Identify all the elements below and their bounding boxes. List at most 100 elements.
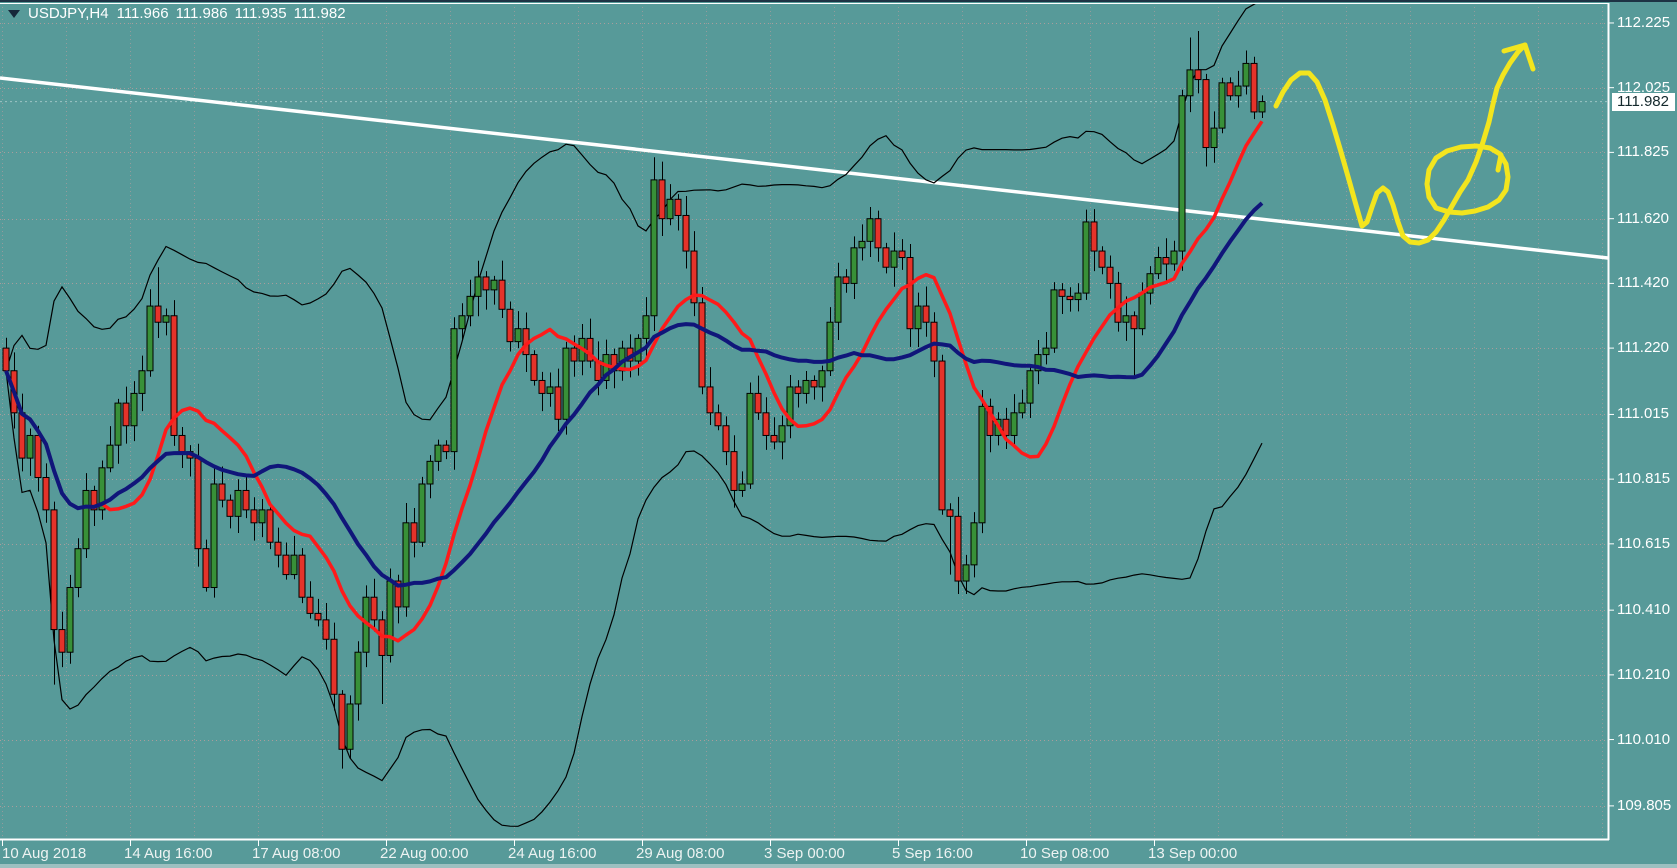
candle-bullish <box>746 392 754 485</box>
candle-bearish <box>938 360 946 511</box>
freehand-forecast-drawing[interactable] <box>1273 42 1536 246</box>
candle-bullish <box>26 434 34 459</box>
candle-bullish <box>114 402 122 446</box>
candle-bullish <box>418 483 426 543</box>
candle-bearish <box>530 354 538 381</box>
price-axis-label: 111.420 <box>1617 274 1669 292</box>
candle-bullish <box>1154 257 1162 275</box>
candle-bullish <box>1026 370 1034 404</box>
candle-bearish <box>1098 250 1106 268</box>
time-axis-label: 13 Sep 00:00 <box>1148 845 1238 862</box>
candle-bullish <box>258 509 266 524</box>
candle-bullish <box>1146 273 1154 294</box>
candle-bullish <box>1034 354 1042 372</box>
candle-bearish <box>1202 79 1210 149</box>
candle-bearish <box>1090 221 1098 252</box>
candle-bearish <box>794 386 802 394</box>
candle-bullish <box>818 370 826 388</box>
candle-bearish <box>1130 315 1138 330</box>
candle-bearish <box>274 541 282 556</box>
ma-fast-line <box>4 120 1264 643</box>
candle-bearish <box>394 580 402 608</box>
candle-bearish <box>682 214 690 252</box>
symbol-dropdown-icon[interactable] <box>8 9 20 18</box>
candle-bullish <box>834 276 842 323</box>
time-axis-label: 17 Aug 08:00 <box>252 845 341 862</box>
candle-bearish <box>266 509 274 543</box>
candle-bullish <box>290 554 298 576</box>
candle-bullish <box>1242 62 1250 87</box>
window-top-border <box>0 0 1677 2</box>
candle-bullish <box>1122 315 1130 323</box>
candle-bullish <box>98 467 106 511</box>
candle-bullish <box>514 328 522 343</box>
candle-bullish <box>962 564 970 582</box>
time-axis-label: 22 Aug 00:00 <box>380 845 469 862</box>
candle-bullish <box>914 305 922 330</box>
candle-bullish <box>1018 402 1026 414</box>
candle-bearish <box>338 693 346 750</box>
candle-bullish <box>74 548 82 589</box>
candle-bearish <box>922 305 930 323</box>
candle-bearish <box>122 402 130 427</box>
price-axis-label: 110.210 <box>1617 665 1671 683</box>
candle-bearish <box>882 247 890 268</box>
quote-open: 111.966 <box>116 5 169 22</box>
candle-bullish <box>826 321 834 372</box>
candle-bullish <box>82 489 90 550</box>
candle-bearish <box>906 257 914 330</box>
candle-bearish <box>410 522 418 543</box>
candle-bearish <box>322 619 330 640</box>
candle-bearish <box>706 386 714 414</box>
candle-bearish <box>50 509 58 631</box>
candle-bearish <box>226 499 234 517</box>
plot-area[interactable] <box>0 0 1608 840</box>
candle-bullish <box>450 328 458 453</box>
candle-bearish <box>154 305 162 323</box>
time-axis-label: 29 Aug 08:00 <box>636 845 725 862</box>
candle-bullish <box>386 580 394 656</box>
bollinger-lower-band <box>5 370 1263 827</box>
chart-frame <box>0 3 1614 846</box>
candle-bearish <box>2 347 10 372</box>
arrowhead-right <box>1522 42 1536 72</box>
candle-bullish <box>434 444 442 462</box>
trendline[interactable] <box>0 76 1608 260</box>
candle-bearish <box>1114 282 1122 323</box>
freehand-loop <box>1424 143 1511 216</box>
candle-bullish <box>650 179 658 317</box>
price-axis-label: 109.805 <box>1617 796 1672 814</box>
candle-bearish <box>1106 266 1114 284</box>
candle-bullish <box>66 587 74 653</box>
candle-bearish <box>874 218 882 249</box>
candle-bullish <box>866 218 874 242</box>
candle-bullish <box>1186 69 1194 97</box>
candle-bullish <box>106 444 114 469</box>
candle-bearish <box>570 347 578 362</box>
candle-bullish <box>666 198 674 220</box>
candle-bearish <box>482 276 490 291</box>
candle-bearish <box>90 489 98 511</box>
price-axis-label: 110.815 <box>1617 470 1671 488</box>
candle-bullish <box>738 483 746 491</box>
candle-bearish <box>178 434 186 453</box>
candle-bullish <box>802 379 810 394</box>
candle-bullish <box>458 315 466 330</box>
candle-bullish <box>1010 412 1018 436</box>
candle-bullish <box>642 315 650 339</box>
ma-slow-line <box>4 201 1264 588</box>
candle-bullish <box>850 247 858 284</box>
candle-bullish <box>1042 347 1050 356</box>
candle-bearish <box>674 198 682 216</box>
candle-bullish <box>1210 127 1218 149</box>
freehand-stub <box>1495 152 1504 173</box>
time-axis-label: 10 Aug 2018 <box>2 845 87 862</box>
candle-bearish <box>330 638 338 695</box>
candle-bullish <box>970 522 978 566</box>
quote-low: 111.935 <box>234 5 287 22</box>
candle-bearish <box>1002 418 1010 436</box>
candle-bearish <box>218 483 226 501</box>
candle-bearish <box>34 434 42 479</box>
